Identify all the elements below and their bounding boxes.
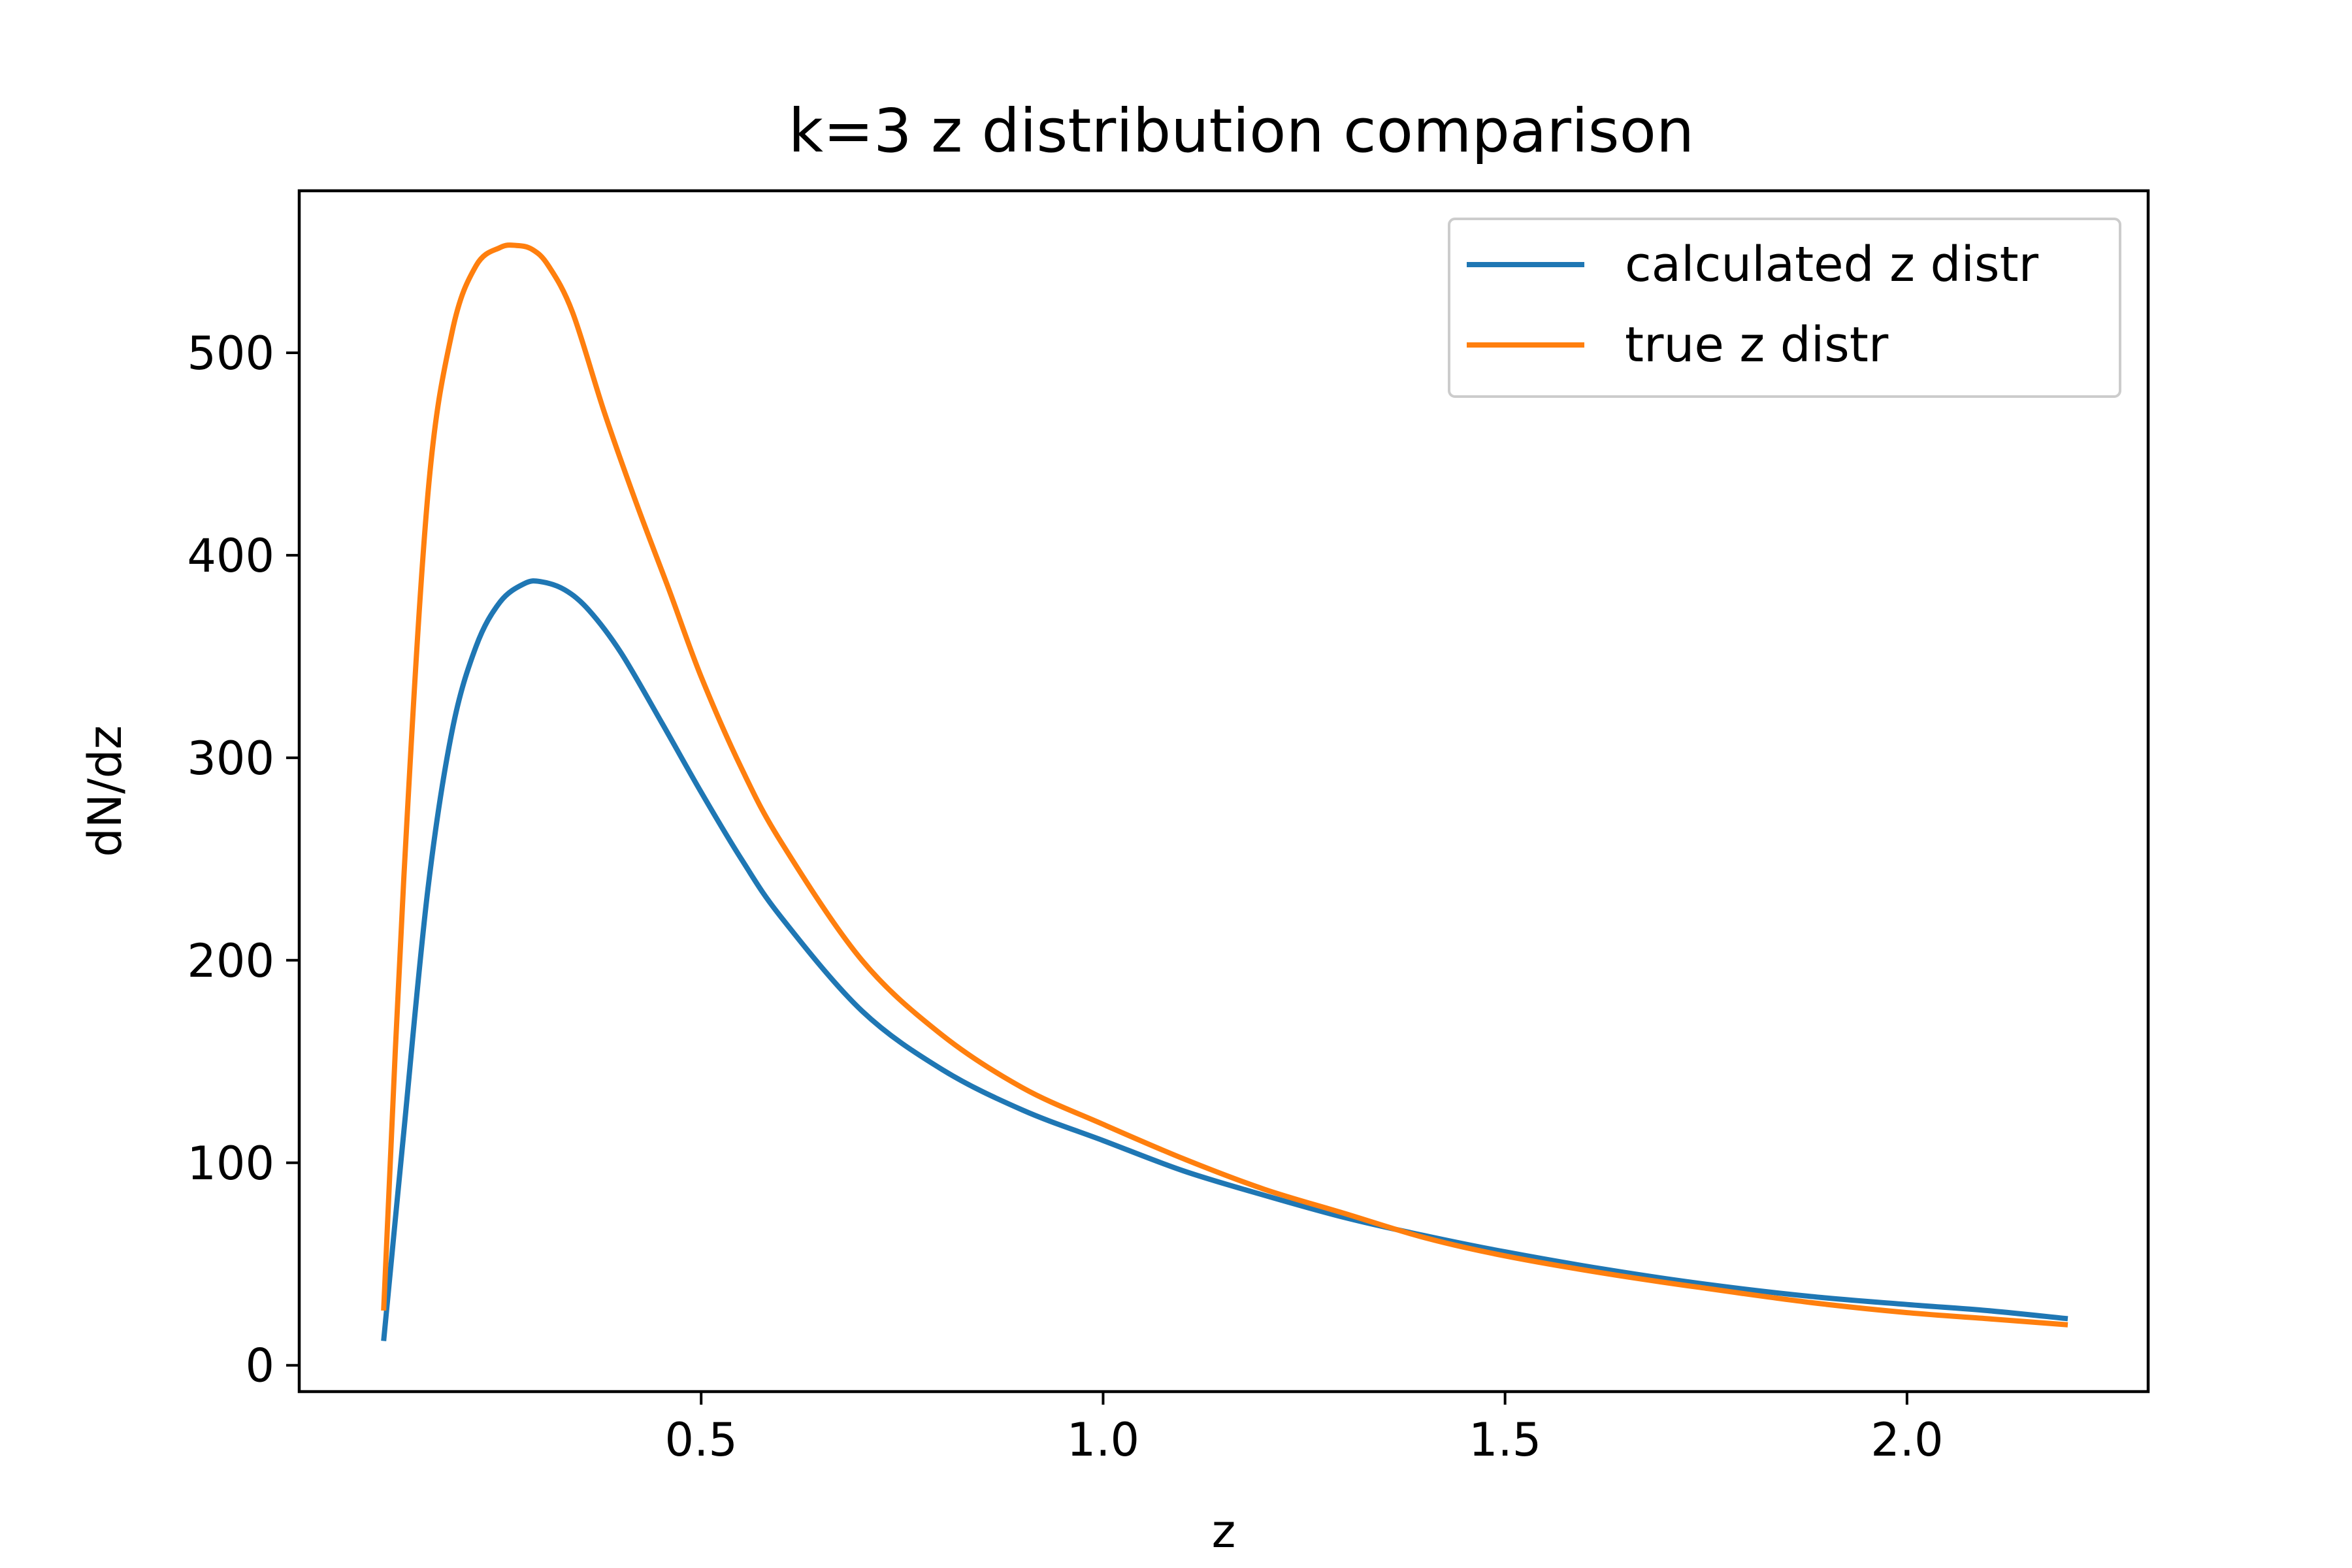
y-tick-label: 100: [187, 1137, 274, 1190]
plot-frame: [297, 189, 2150, 1394]
series-line-true: [381, 242, 2068, 1328]
y-tick-label: 300: [187, 732, 274, 785]
y-tick-label: 500: [187, 327, 274, 380]
y-axis-label: dN/dz: [78, 725, 132, 857]
x-axis-label: z: [1212, 1505, 1236, 1558]
x-tick-label: 1.0: [1067, 1413, 1139, 1467]
series-line-calculated: [381, 578, 2068, 1341]
x-tick-label: 0.5: [665, 1413, 738, 1467]
y-tick-label: 400: [187, 529, 274, 583]
y-tick-label: 200: [187, 934, 274, 988]
y-tick-label: 0: [245, 1339, 274, 1393]
chart-title: k=3 z distribution comparison: [789, 96, 1694, 166]
legend-label-calculated: calculated z distr: [1625, 237, 2039, 293]
x-tick-label: 2.0: [1870, 1413, 1943, 1467]
legend: calculated z distr true z distr: [1448, 218, 2121, 398]
x-tick-label: 1.5: [1469, 1413, 1541, 1467]
legend-frame: [1448, 218, 2121, 398]
legend-label-true: true z distr: [1625, 317, 1889, 373]
